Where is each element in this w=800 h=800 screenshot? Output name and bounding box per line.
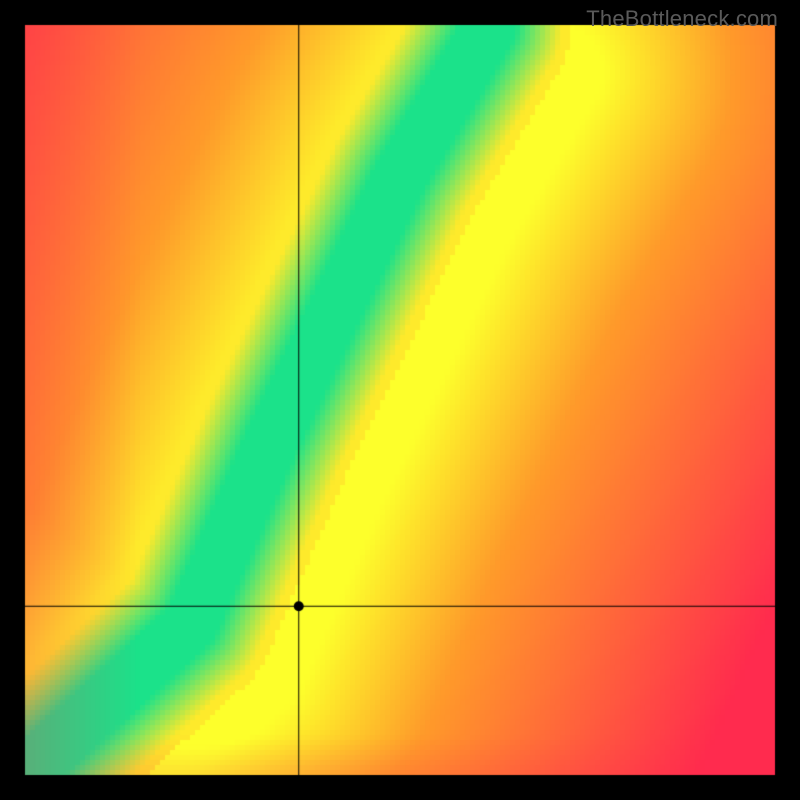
- heatmap-canvas: [0, 0, 800, 800]
- chart-container: TheBottleneck.com: [0, 0, 800, 800]
- watermark-text: TheBottleneck.com: [586, 6, 778, 32]
